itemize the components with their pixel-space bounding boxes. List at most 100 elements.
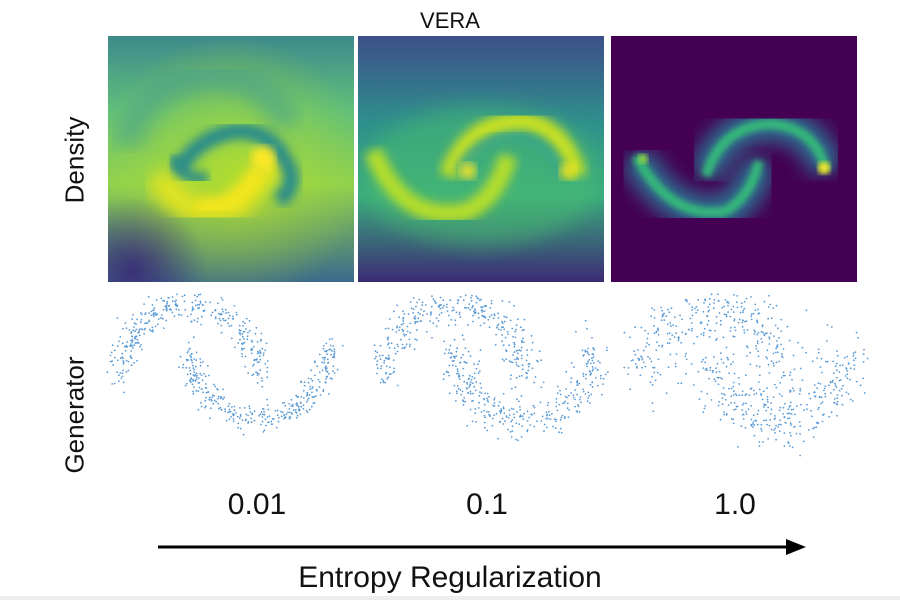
scatter-point (471, 382, 474, 384)
scatter-point (224, 408, 226, 411)
scatter-point (811, 360, 814, 363)
scatter-point (592, 356, 595, 358)
scatter-point (237, 342, 240, 344)
scatter-point (400, 323, 403, 326)
scatter-point (160, 314, 163, 316)
scatter-point (582, 375, 585, 377)
scatter-point (824, 385, 827, 387)
scatter-point (776, 346, 779, 348)
scatter-point (826, 360, 829, 363)
scatter-point (824, 360, 827, 363)
scatter-point (314, 395, 317, 397)
scatter-point (719, 418, 722, 421)
scatter-point (238, 329, 241, 332)
scatter-point (754, 419, 757, 422)
scatter-point (464, 400, 467, 403)
figure-title: VERA (420, 8, 480, 33)
scatter-point (136, 318, 138, 321)
scatter-point (106, 371, 109, 374)
scatter-point (576, 384, 579, 386)
scatter-point (201, 304, 204, 306)
scatter-point (810, 409, 812, 412)
scatter-point (263, 413, 266, 416)
scatter-point (155, 299, 158, 301)
scatter-point (727, 304, 729, 307)
scatter-point (832, 379, 834, 382)
scatter-point (718, 400, 721, 403)
scatter-point (702, 331, 705, 334)
scatter-point (242, 433, 245, 436)
scatter-point (471, 306, 473, 309)
scatter-point (494, 344, 497, 346)
scatter-point (277, 416, 280, 419)
scatter-point (756, 340, 759, 343)
scatter-point (189, 379, 192, 381)
scatter-point (196, 295, 199, 298)
scatter-point (820, 402, 822, 405)
scatter-point (195, 389, 198, 392)
scatter-point (233, 346, 236, 349)
scatter-point (402, 322, 405, 325)
scatter-point (765, 419, 767, 422)
scatter-point (780, 330, 783, 332)
scatter-point (329, 348, 332, 351)
scatter-point (559, 427, 562, 430)
scatter-point (740, 305, 743, 308)
scatter-point (761, 324, 764, 326)
scatter-point (179, 355, 182, 358)
scatter-point (257, 350, 259, 353)
scatter-point (669, 322, 672, 324)
scatter-point (651, 307, 653, 309)
scatter-point (406, 325, 409, 328)
scatter-point (333, 348, 336, 351)
scatter-point (209, 417, 211, 420)
scatter-point (852, 352, 855, 355)
scatter-point (526, 349, 528, 351)
scatter-point (253, 410, 256, 413)
scatter-point (437, 320, 440, 322)
scatter-point (558, 431, 560, 434)
scatter-point (733, 294, 735, 296)
scatter-point (446, 310, 449, 312)
scatter-point (488, 326, 491, 329)
scatter-point (714, 329, 716, 332)
scatter-point (653, 332, 656, 335)
scatter-point (152, 329, 154, 332)
scatter-point (324, 368, 327, 371)
scatter-point (267, 408, 270, 411)
scatter-point (572, 396, 575, 399)
scatter-point (409, 331, 412, 334)
scatter-point (863, 348, 865, 351)
scatter-point (306, 399, 309, 401)
scatter-point (501, 320, 503, 323)
scatter-point (507, 428, 509, 431)
scatter-point (184, 308, 187, 311)
scatter-point (742, 311, 744, 314)
scatter-point (846, 373, 849, 376)
scatter-point (403, 313, 406, 315)
scatter-point (703, 301, 705, 304)
scatter-point (198, 386, 201, 389)
scatter-point (526, 420, 529, 422)
scatter-point (435, 317, 438, 320)
scatter-point (666, 342, 669, 344)
scatter-point (379, 367, 382, 370)
scatter-point (195, 376, 198, 378)
scatter-point (509, 431, 512, 433)
scatter-point (152, 309, 154, 312)
scatter-point (204, 399, 207, 402)
scatter-point (704, 405, 707, 407)
scatter-point (168, 304, 171, 307)
scatter-point (122, 360, 125, 362)
scatter-point (193, 294, 196, 297)
scatter-point (256, 341, 259, 343)
scatter-point (207, 364, 209, 367)
scatter-point (171, 296, 174, 298)
scatter-point (653, 317, 656, 319)
scatter-point (250, 417, 253, 420)
scatter-point (396, 326, 398, 329)
scatter-point (155, 314, 158, 316)
scatter-point (533, 412, 536, 415)
scatter-point (462, 400, 465, 403)
scatter-point (315, 388, 318, 391)
